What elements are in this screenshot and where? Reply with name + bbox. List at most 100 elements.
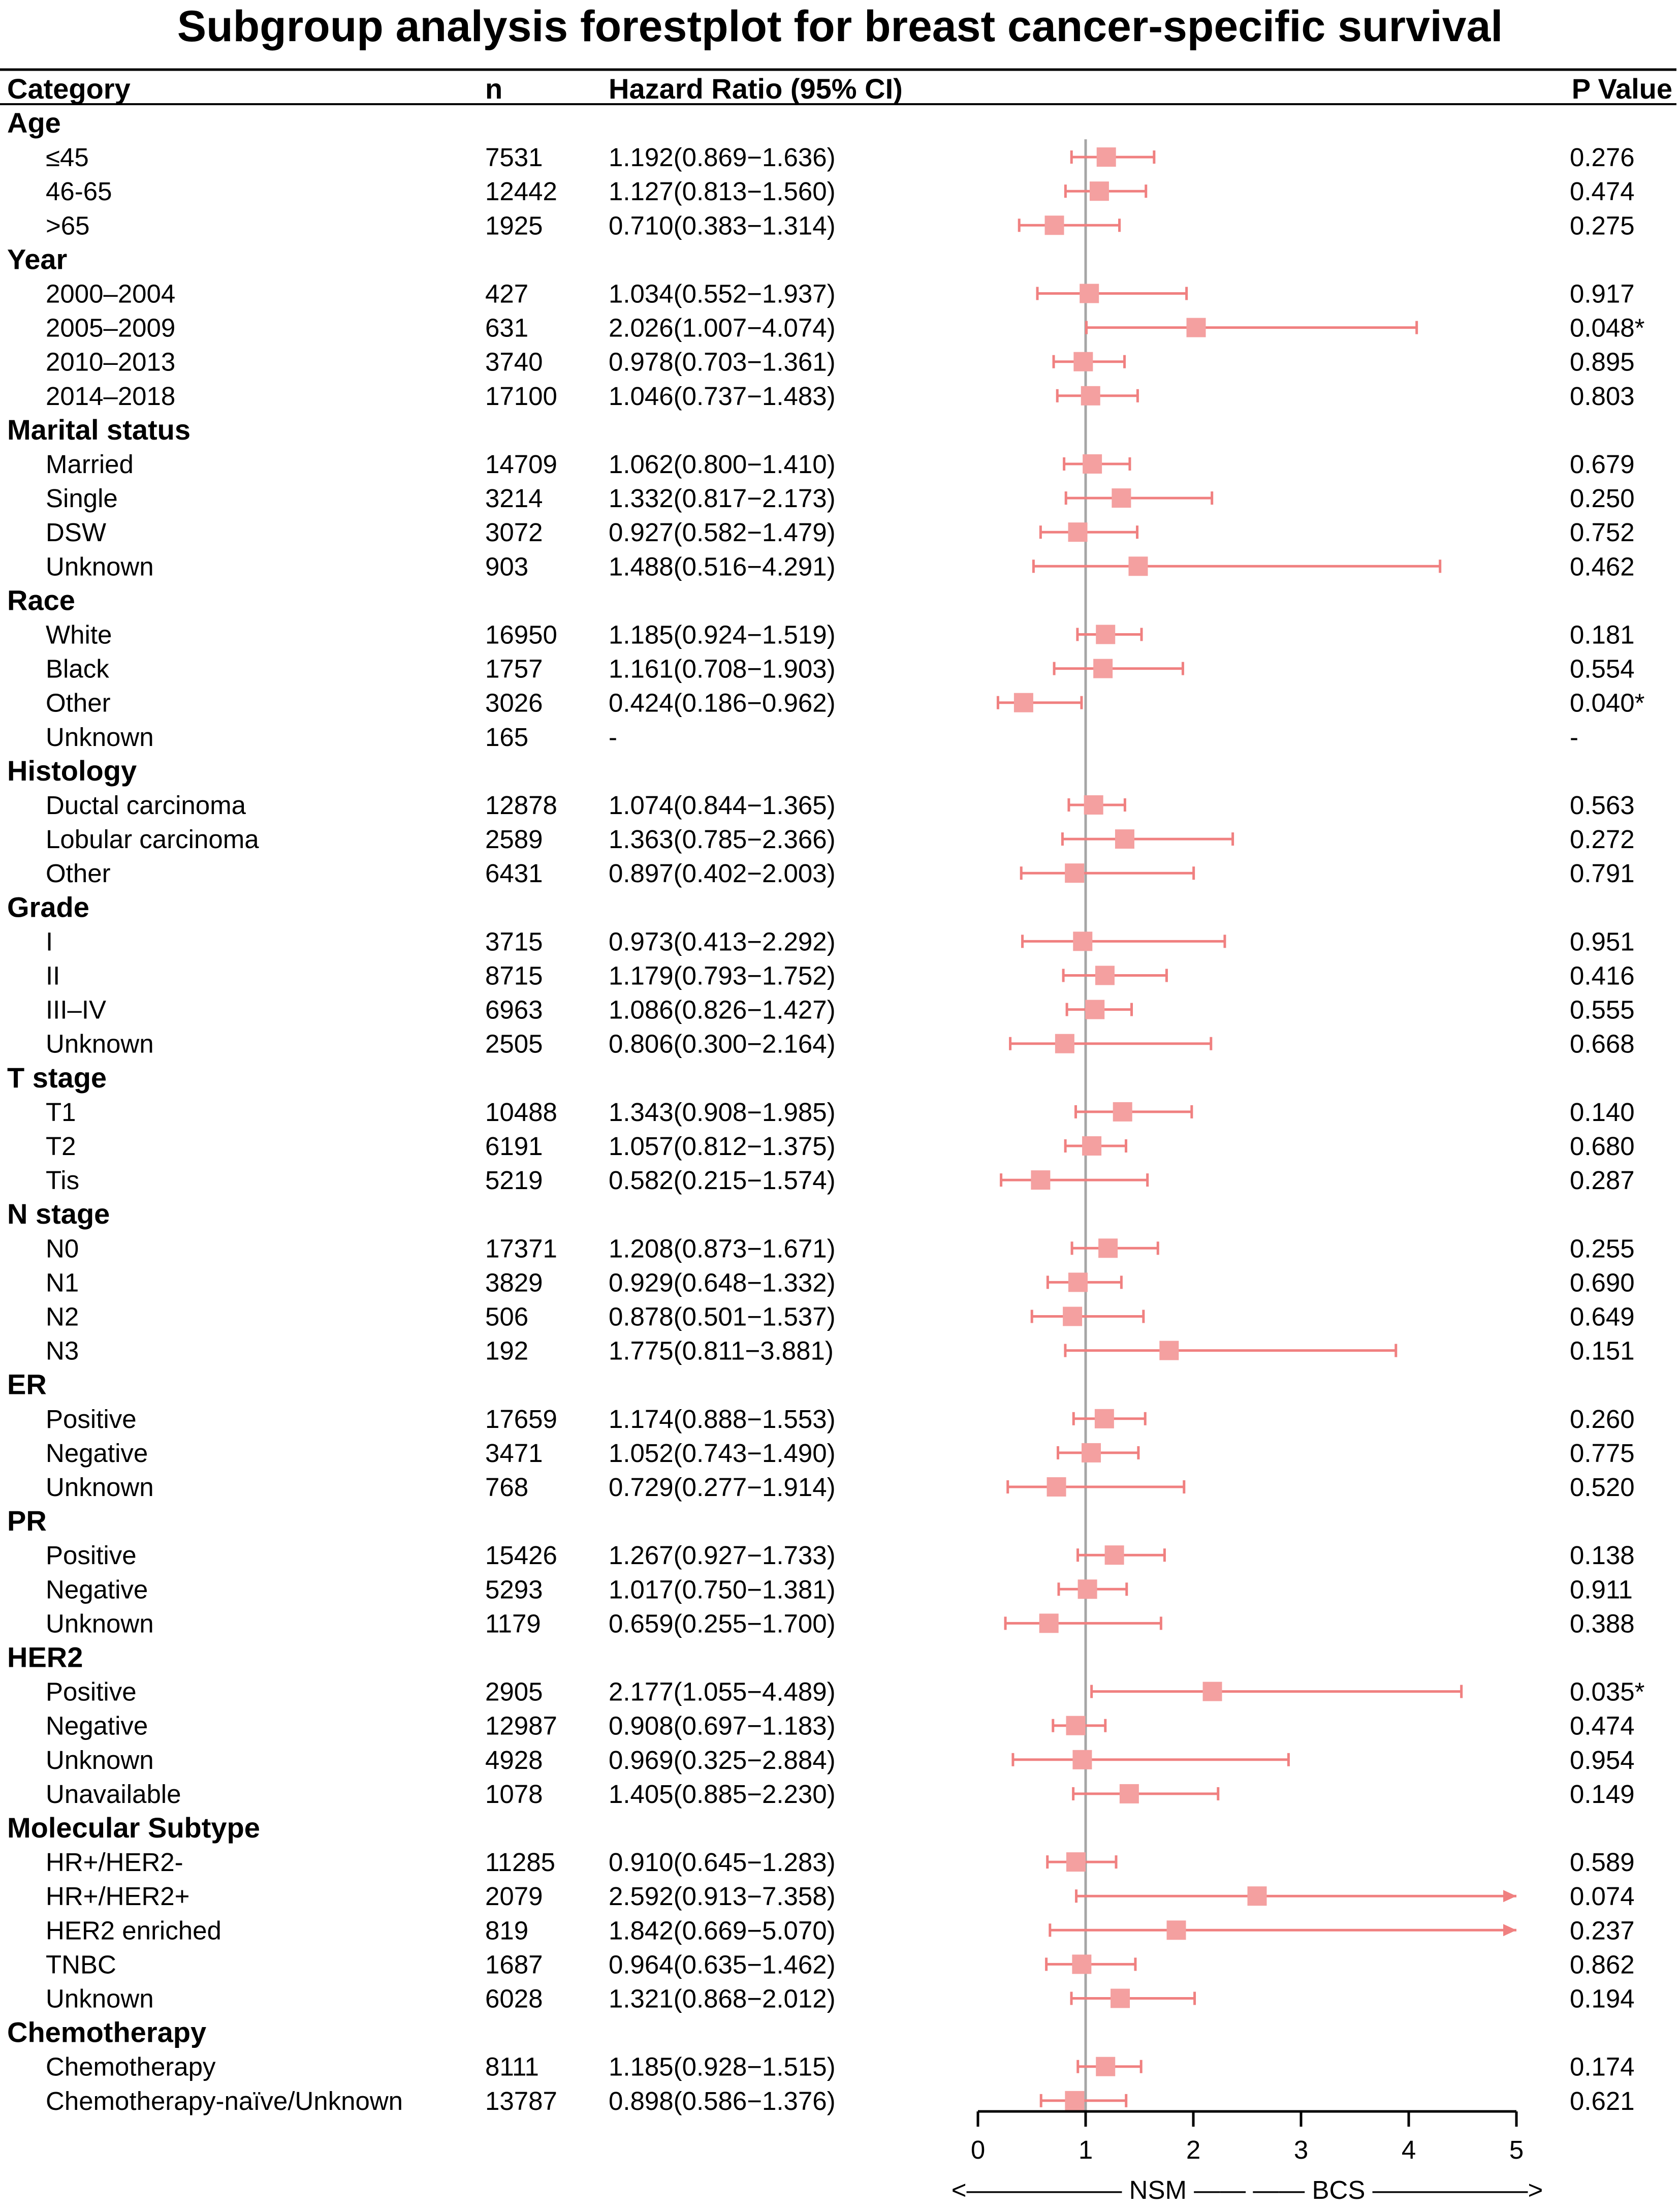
row-label: N3 [46,1336,79,1365]
row-hazard-ratio: 1.267(0.927−1.733) [609,1541,836,1570]
row-n: 3214 [485,484,543,513]
row-n: 819 [485,1916,528,1945]
row-hazard-ratio: 1.161(0.708−1.903) [609,655,836,683]
row-label: 2010–2013 [46,348,175,377]
hr-marker [1047,1477,1066,1497]
row-n: 165 [485,723,528,752]
row-label: Black [46,655,109,683]
row-label: II [46,961,60,990]
row-label: Unknown [46,1746,154,1775]
row-n: 192 [485,1336,528,1365]
row-hazard-ratio: 1.185(0.924−1.519) [609,620,836,649]
row-label: Unknown [46,1030,154,1059]
group-heading: Age [7,107,61,139]
row-n: 8111 [485,2052,539,2081]
hr-marker [1068,522,1088,542]
row-p-value: 0.621 [1570,2087,1635,2115]
row-n: 6963 [485,995,543,1024]
row-n: 1078 [485,1780,543,1809]
hr-marker [1128,556,1148,576]
x-tick-label: 5 [1509,2135,1524,2164]
row-hazard-ratio: 1.017(0.750−1.381) [609,1575,836,1604]
hr-marker [1066,1716,1086,1735]
x-tick-label: 0 [971,2135,985,2164]
row-n: 4928 [485,1746,543,1775]
group-heading: Chemotherapy [7,2016,206,2048]
row-label: Chemotherapy [46,2052,216,2081]
row-p-value: 0.276 [1570,143,1635,172]
row-n: 3715 [485,927,543,956]
hr-marker [1202,1682,1222,1701]
hr-marker [1096,2057,1116,2076]
hr-marker [1119,1784,1139,1803]
row-p-value: 0.791 [1570,859,1635,888]
row-hazard-ratio: 1.179(0.793−1.752) [609,961,836,990]
row-n: 1757 [485,655,543,683]
ci-arrow [1503,1890,1516,1903]
row-p-value: 0.272 [1570,825,1635,854]
row-label: Negative [46,1711,148,1740]
row-label: HER2 enriched [46,1916,221,1945]
row-n: 768 [485,1473,528,1502]
row-label: I [46,927,53,956]
row-hazard-ratio: 1.052(0.743−1.490) [609,1439,836,1468]
row-n: 427 [485,279,528,308]
row-hazard-ratio: 2.026(1.007−4.074) [609,314,836,343]
hr-marker [1159,1341,1179,1360]
hr-marker [1166,1920,1186,1940]
row-n: 2905 [485,1677,543,1706]
row-label: Unknown [46,723,154,752]
hr-marker [1072,1750,1092,1769]
row-label: >65 [46,211,90,240]
hr-marker [1068,1272,1088,1292]
row-n: 12987 [485,1711,557,1740]
row-hazard-ratio: 0.927(0.582−1.479) [609,518,836,547]
hr-marker [1104,1545,1124,1565]
row-p-value: 0.917 [1570,279,1635,308]
row-hazard-ratio: 1.208(0.873−1.671) [609,1234,836,1263]
row-hazard-ratio: 0.978(0.703−1.361) [609,348,836,377]
row-label: Positive [46,1405,137,1434]
row-hazard-ratio: 1.074(0.844−1.365) [609,791,836,820]
row-p-value: 0.895 [1570,348,1635,377]
row-p-value: 0.589 [1570,1848,1635,1877]
row-n: 903 [485,552,528,581]
row-label: Tis [46,1166,79,1195]
row-hazard-ratio: 0.806(0.300−2.164) [609,1030,836,1059]
row-n: 17659 [485,1405,557,1434]
row-p-value: 0.563 [1570,791,1635,820]
row-p-value: 0.679 [1570,450,1635,479]
group-heading: Race [7,584,75,616]
row-p-value: - [1570,723,1578,752]
header-hazard-ratio: Hazard Ratio (95% CI) [609,73,903,105]
row-p-value: 0.040* [1570,689,1645,718]
row-hazard-ratio: 1.192(0.869−1.636) [609,143,836,172]
row-label: DSW [46,518,106,547]
row-label: Chemotherapy-naïve/Unknown [46,2087,403,2115]
row-label: N2 [46,1302,79,1331]
row-hazard-ratio: 1.488(0.516−4.291) [609,552,836,581]
row-p-value: 0.803 [1570,382,1635,411]
row-hazard-ratio: 0.424(0.186−0.962) [609,689,836,718]
row-n: 5293 [485,1575,543,1604]
row-p-value: 0.668 [1570,1030,1635,1059]
hr-marker [1073,931,1093,951]
row-n: 1687 [485,1950,543,1979]
row-label: Positive [46,1541,137,1570]
row-n: 17371 [485,1234,557,1263]
row-label: ≤45 [46,143,89,172]
group-heading: Molecular Subtype [7,1812,260,1844]
group-heading: Year [7,243,67,275]
header-category: Category [7,73,131,105]
row-p-value: 0.250 [1570,484,1635,513]
row-n: 10488 [485,1098,557,1127]
row-hazard-ratio: 0.908(0.697−1.183) [609,1711,836,1740]
row-hazard-ratio: 0.710(0.383−1.314) [609,211,836,240]
row-p-value: 0.416 [1570,961,1635,990]
row-hazard-ratio: 1.185(0.928−1.515) [609,2052,836,2081]
row-p-value: 0.275 [1570,211,1635,240]
hr-marker [1112,488,1131,508]
hr-marker [1096,147,1116,167]
ci-arrow [1503,1924,1516,1937]
row-hazard-ratio: 0.897(0.402−2.003) [609,859,836,888]
